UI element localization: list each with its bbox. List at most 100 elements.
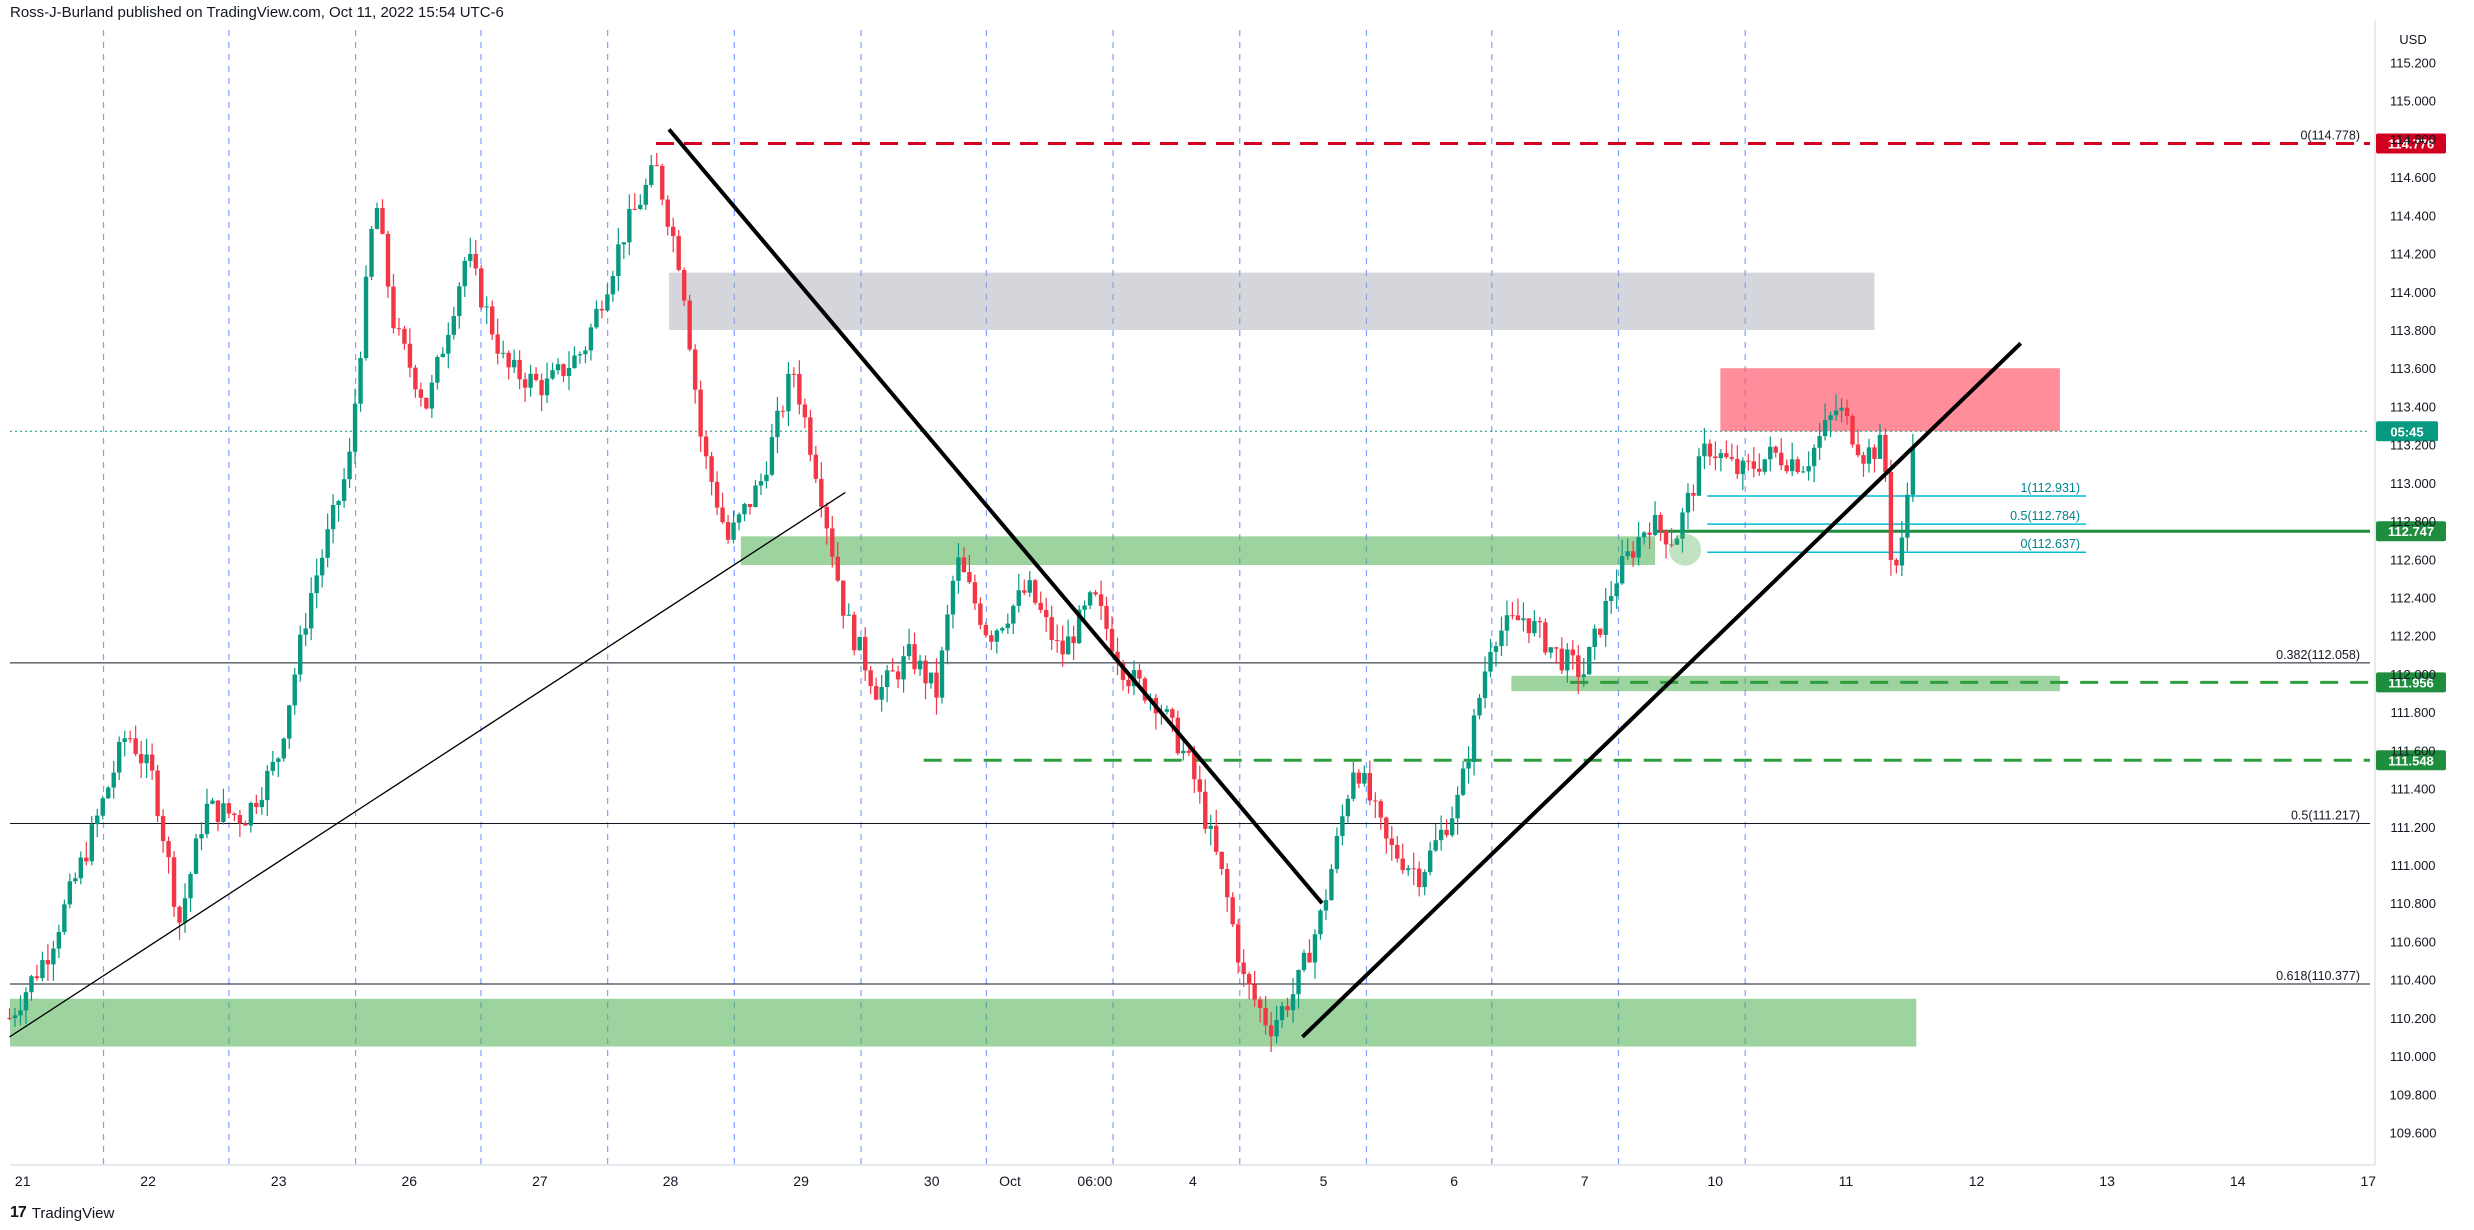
candle-body <box>632 208 638 210</box>
candle-body <box>1175 717 1181 754</box>
candle-body <box>676 236 681 270</box>
candle-body <box>813 454 819 479</box>
candle-body <box>1268 1025 1274 1037</box>
level-label: 0.618(110.377) <box>2276 969 2360 983</box>
candle-body <box>1098 594 1104 606</box>
candle-body <box>627 208 632 243</box>
candle-body <box>901 656 906 680</box>
level-label: 0.5(112.784) <box>2010 509 2080 523</box>
candle-body <box>550 370 555 379</box>
green-zone <box>10 998 1917 1047</box>
candle-body <box>193 838 199 874</box>
candle-body <box>1225 869 1230 898</box>
candle-body <box>1109 628 1115 652</box>
candle-body <box>506 352 511 368</box>
candle-body <box>149 754 155 771</box>
candle-body <box>566 367 572 377</box>
candle-body <box>1718 453 1724 459</box>
candle-body <box>1307 952 1312 963</box>
date-tick-label: 26 <box>402 1173 418 1189</box>
candle-body <box>1598 628 1603 635</box>
price-tick-label: 110.000 <box>2390 1049 2436 1064</box>
candle-body <box>852 614 857 651</box>
candle-body <box>133 738 138 755</box>
price-tick-label: 113.400 <box>2390 399 2436 414</box>
price-axis: 114.776 112.747 111.956 111.548 05:45 115.200… <box>2376 32 2446 1141</box>
candle-body <box>1285 1006 1290 1011</box>
candle-body <box>1246 974 1252 985</box>
candle-body <box>1713 456 1718 459</box>
candle-body <box>1416 868 1422 888</box>
candle-body <box>1587 646 1592 675</box>
date-tick-label: 23 <box>271 1173 287 1189</box>
candle-body <box>1850 416 1855 445</box>
candle-body <box>78 857 84 879</box>
candle-body <box>1016 590 1021 606</box>
candle-body <box>166 841 171 858</box>
candle-body <box>791 373 797 375</box>
price-tick-label: 111.600 <box>2390 743 2435 758</box>
candle-body <box>281 738 286 759</box>
candle-body <box>1444 829 1449 836</box>
candle-body <box>1274 1020 1279 1037</box>
candle-body <box>890 670 895 672</box>
candle-body <box>402 328 407 344</box>
candle-body <box>1729 457 1735 459</box>
candle-body <box>1115 651 1120 664</box>
candle-body <box>1641 532 1647 538</box>
candle-body <box>583 350 588 355</box>
candle-body <box>956 557 961 581</box>
date-tick-label: 12 <box>1969 1173 1985 1189</box>
candle-body <box>808 417 813 455</box>
candle-body <box>56 931 62 949</box>
candle-body <box>1411 868 1416 870</box>
candle-body <box>1422 872 1427 888</box>
candle-body <box>709 456 714 482</box>
candle-body <box>665 199 670 227</box>
candle-body <box>29 976 34 993</box>
current-price-tag-label: 05:45 <box>2390 424 2423 439</box>
candle-body <box>500 352 506 354</box>
candle-body <box>1724 453 1729 458</box>
candle-body <box>797 373 802 405</box>
candle-body <box>1740 460 1746 475</box>
candle-body <box>961 557 967 573</box>
level-label: 0.382(112.058) <box>2276 648 2360 662</box>
candle-body <box>1515 615 1521 621</box>
candle-body <box>1104 605 1109 629</box>
candle-body <box>325 529 330 558</box>
candle-body <box>1230 897 1235 925</box>
highlight-circle <box>1669 533 1702 566</box>
price-tick-label: 111.200 <box>2390 820 2435 835</box>
candle-body <box>1735 458 1740 475</box>
candle-body <box>1340 816 1345 836</box>
currency-label: USD <box>2399 32 2426 47</box>
date-tick-label: 11 <box>1839 1173 1854 1189</box>
tradingview-logo[interactable]: 17 TradingView <box>10 1204 114 1222</box>
candle-body <box>681 269 687 301</box>
candle-body <box>1137 670 1142 679</box>
candle-body <box>1279 1006 1285 1021</box>
candle-body <box>1312 934 1318 963</box>
candle-body <box>308 593 314 629</box>
current-price-tag-bg <box>2376 421 2438 442</box>
candle-body <box>649 165 654 185</box>
candle-body <box>232 813 237 816</box>
candle-body <box>769 437 775 475</box>
candle-body <box>1855 444 1861 456</box>
candle-body <box>1592 628 1597 647</box>
candle-body <box>462 260 467 287</box>
candle-body <box>1504 615 1510 631</box>
candle-body <box>594 308 599 328</box>
candle-body <box>451 316 457 335</box>
candle-body <box>1038 602 1043 610</box>
candle-body <box>950 580 956 615</box>
candle-body <box>660 165 665 200</box>
candle-body <box>1263 1007 1268 1026</box>
candle-body <box>1373 800 1378 802</box>
candle-body <box>1367 773 1373 801</box>
candle-body <box>857 636 862 651</box>
candle-body <box>736 514 742 523</box>
price-tick-label: 114.000 <box>2390 285 2436 300</box>
